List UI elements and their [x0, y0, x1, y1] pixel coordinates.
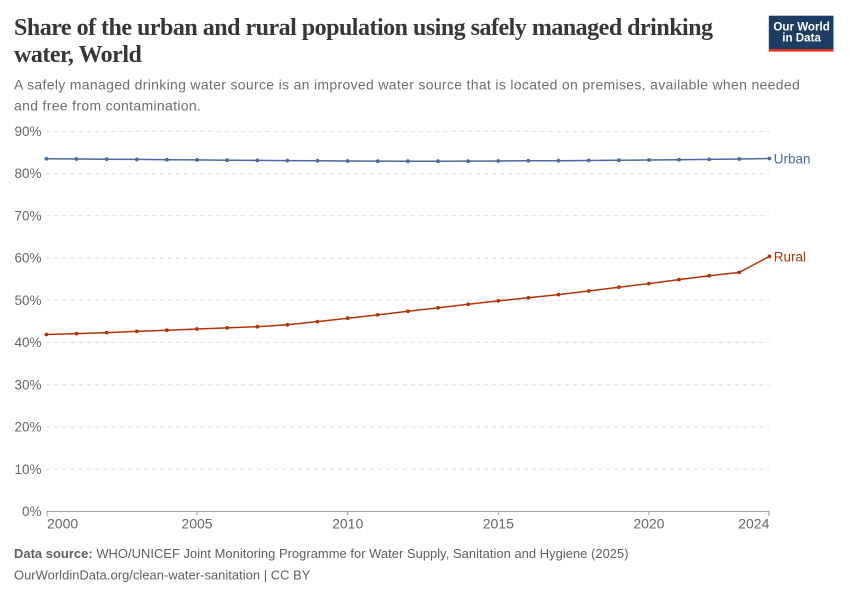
svg-text:2015: 2015	[483, 515, 514, 531]
svg-text:in Data: in Data	[782, 31, 821, 44]
svg-text:Data source: WHO/UNICEF Joint: Data source: WHO/UNICEF Joint Monitoring…	[14, 546, 629, 561]
svg-text:2024: 2024	[738, 515, 769, 531]
svg-text:80%: 80%	[14, 166, 41, 181]
svg-text:50%: 50%	[14, 293, 41, 308]
svg-text:40%: 40%	[14, 335, 41, 350]
svg-text:60%: 60%	[14, 251, 41, 266]
svg-text:Share of the urban and rural p: Share of the urban and rural population …	[14, 15, 713, 41]
svg-text:70%: 70%	[14, 208, 41, 223]
svg-text:Our World: Our World	[773, 21, 829, 34]
svg-text:2000: 2000	[47, 515, 78, 531]
svg-text:water, World: water, World	[14, 42, 142, 68]
svg-text:2020: 2020	[633, 515, 664, 531]
svg-text:90%: 90%	[14, 124, 41, 139]
svg-text:Rural: Rural	[774, 250, 806, 265]
svg-text:and free from contamination.: and free from contamination.	[14, 98, 201, 114]
svg-text:0%: 0%	[22, 504, 42, 519]
svg-text:20%: 20%	[14, 420, 41, 435]
svg-text:A safely managed drinking wate: A safely managed drinking water source i…	[14, 77, 800, 93]
svg-text:2005: 2005	[181, 515, 212, 531]
svg-text:10%: 10%	[14, 462, 41, 477]
svg-text:30%: 30%	[14, 377, 41, 392]
svg-text:Urban: Urban	[774, 151, 811, 166]
svg-text:OurWorldinData.org/clean-water: OurWorldinData.org/clean-water-sanitatio…	[14, 568, 311, 583]
svg-text:2010: 2010	[332, 515, 363, 531]
